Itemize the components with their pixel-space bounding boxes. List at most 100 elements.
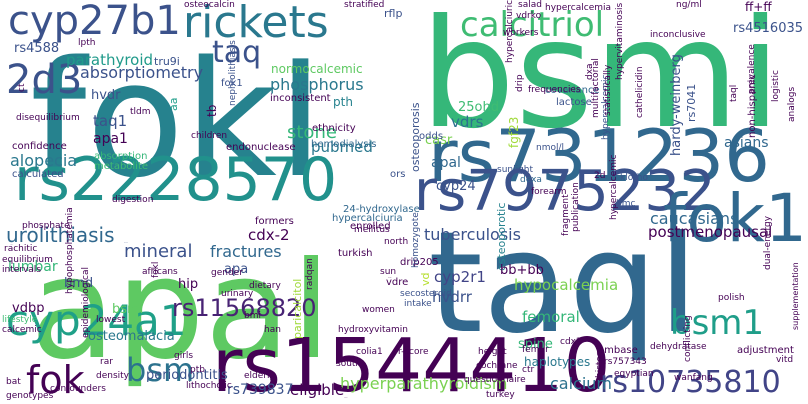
word: covariance [545,85,600,96]
word: vdrs [451,113,484,131]
word: vdbp [12,301,45,316]
word: girls [174,351,194,361]
word: apa [224,262,249,277]
word: phosphate [22,221,70,231]
word: hypercalcemic [609,154,619,220]
word: cdx-2 [248,226,290,244]
word: rs4516035 [733,21,804,36]
word: cyp2r1 [434,268,486,286]
word: calculated [12,169,64,180]
word: wanfang [674,373,713,383]
word: fractures [210,242,282,261]
word: urolithiasis [6,223,115,247]
word: intervals [2,265,42,275]
word: drip [515,74,525,92]
word: urinary [221,289,254,299]
word: rs1544410 [212,323,611,404]
word: enrolled [350,221,391,232]
word: asians [724,135,769,151]
word: vd [419,272,432,287]
word: density [96,371,129,381]
word: sunlight [497,165,534,175]
word: questionnaire [464,375,526,385]
word: south [336,359,362,369]
word: supplementation [791,262,800,330]
word: parathyroid [66,51,154,69]
word: egyptian [614,369,654,379]
word: apa1 [93,131,128,147]
word: radqan [305,258,315,290]
word: femur [522,345,549,355]
word: 25ohd [458,100,499,115]
word: nmol/l [536,143,565,153]
word: cathelicidin [635,66,645,118]
word: drip205 [400,257,439,268]
word: bbaatt [388,278,392,279]
word: taq1 [93,112,128,130]
word: bsm [126,351,195,389]
word: stratified [344,0,385,10]
word: pth [333,95,353,109]
word: rs739837 [227,382,294,398]
word: lpth [78,38,96,48]
word: fokl [151,261,161,278]
word: osteocalcin [184,0,235,10]
word: taq [212,35,262,70]
word: cyp24a1 [6,296,187,345]
word: forearm [531,187,567,197]
word: calcium [550,374,613,393]
word: rflp [384,7,403,20]
word: hyperparathyroidism [340,374,508,393]
word: publication [571,182,581,232]
word: absorption [94,151,148,162]
word: mellitus [354,225,390,235]
word: normocalcemic [271,62,363,76]
word: non-hispanic [747,74,758,138]
word: dexa [520,175,542,185]
word: logistic [771,70,781,102]
word: klotho [620,173,648,183]
word: fokI [30,26,325,213]
word: hypervitaminosis [615,2,625,80]
word: lifestyle [2,315,38,325]
word: rs7975232 [414,159,716,224]
word: endonuclease [226,142,296,153]
word: vdre [386,277,409,288]
word: intake [404,299,432,309]
word: rachitic [4,244,38,254]
word: alopecia [10,151,78,170]
word: ptb [190,365,205,375]
word: fok [26,358,85,402]
word: epidemiological [81,267,91,338]
word: inconsistent [270,93,331,104]
word: rs2228570 [14,145,338,215]
word: bat [6,377,21,387]
word: rs757343 [604,357,647,367]
word: tru9i [154,55,180,68]
word: fgf23 [507,116,521,148]
word: 24-hydroxylase [343,204,420,215]
word: bsml [112,302,144,317]
word: femoral [522,308,580,326]
word: dietary [249,281,281,291]
word: phosphorus [270,75,364,94]
word: taql [729,84,739,102]
word: nephrolithiasis [228,40,238,106]
word: periodontitis [146,368,228,383]
word: rs10735810 [600,365,781,400]
word: turkey [486,390,515,400]
word: apaI [30,228,332,391]
word: bmi [244,311,261,321]
word: bb+bb [500,263,544,278]
word: hardy-weinberg [669,54,684,156]
word: inconclusive [650,30,706,40]
word: colia1 [356,347,383,357]
word: salad [518,0,542,10]
word: confidence [12,141,67,152]
word: tb [205,104,219,117]
word: formers [255,216,294,227]
word: rs731236 [428,114,770,198]
word: calcitriol [460,5,605,45]
word: digestion [112,195,154,205]
word: absorptiometry [80,63,204,82]
